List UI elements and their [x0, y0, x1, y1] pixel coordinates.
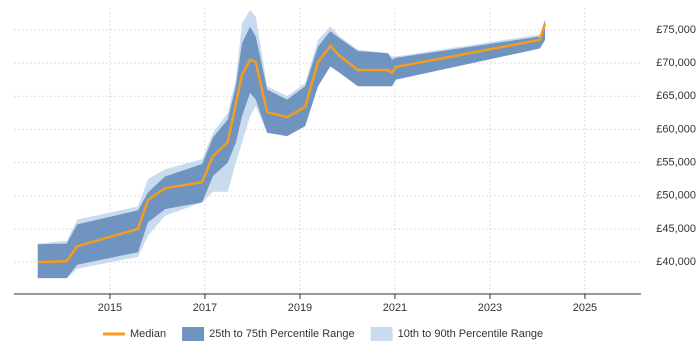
y-tick-label: £65,000	[656, 90, 696, 102]
legend-label: Median	[130, 328, 166, 340]
y-tick-label: £60,000	[656, 123, 696, 135]
x-tick-label: 2025	[573, 302, 597, 314]
percentile-band	[37, 9, 546, 279]
y-tick-label: £50,000	[656, 190, 696, 202]
y-tick-label: £75,000	[656, 24, 696, 36]
x-tick-label: 2019	[288, 302, 312, 314]
x-tick-label: 2017	[193, 302, 217, 314]
y-tick-label: £70,000	[656, 57, 696, 69]
legend-label: 10th to 90th Percentile Range	[398, 328, 544, 340]
x-tick-label: 2021	[383, 302, 407, 314]
percentile-band	[37, 19, 546, 279]
y-tick-label: £45,000	[656, 223, 696, 235]
y-tick-label: £40,000	[656, 256, 696, 268]
median-line	[37, 22, 547, 264]
x-tick-label: 2023	[478, 302, 502, 314]
x-tick-label: 2015	[98, 302, 122, 314]
legend-swatch	[370, 327, 393, 341]
legend-label: 25th to 75th Percentile Range	[209, 328, 355, 340]
y-tick-label: £55,000	[656, 157, 696, 169]
legend-swatch	[182, 327, 205, 341]
